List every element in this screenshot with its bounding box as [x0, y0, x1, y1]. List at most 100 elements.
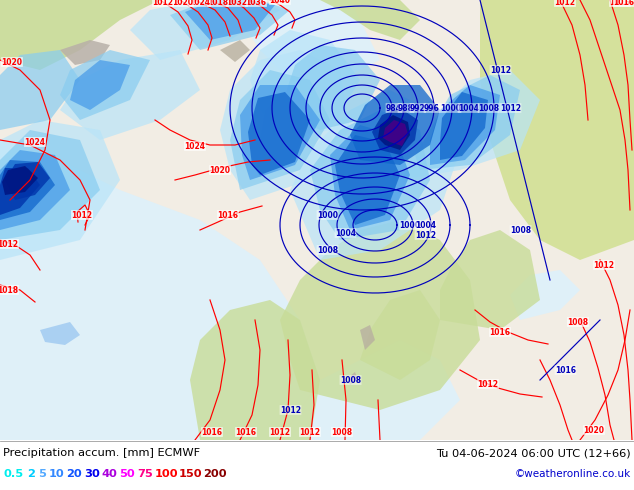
Polygon shape	[415, 75, 520, 170]
Polygon shape	[348, 372, 358, 385]
Polygon shape	[280, 220, 480, 410]
Text: ©weatheronline.co.uk: ©weatheronline.co.uk	[515, 469, 631, 479]
Text: 1000: 1000	[317, 211, 338, 220]
Polygon shape	[440, 92, 488, 160]
Text: 150: 150	[179, 469, 203, 479]
Polygon shape	[372, 108, 418, 155]
Polygon shape	[2, 166, 38, 195]
Polygon shape	[430, 85, 500, 165]
Polygon shape	[360, 325, 375, 350]
Text: 1016: 1016	[489, 327, 510, 337]
Text: 1008: 1008	[478, 103, 499, 113]
Text: 1004: 1004	[458, 103, 479, 113]
Text: 1024: 1024	[184, 142, 205, 150]
Polygon shape	[0, 50, 80, 130]
Text: 1016: 1016	[235, 427, 257, 437]
Polygon shape	[0, 140, 320, 440]
Polygon shape	[240, 85, 320, 180]
Text: 1008: 1008	[510, 225, 531, 235]
Text: 1018: 1018	[207, 0, 229, 6]
Text: 1036: 1036	[245, 0, 266, 6]
Text: 1020: 1020	[583, 425, 604, 435]
Text: 1012: 1012	[280, 406, 301, 415]
Text: 200: 200	[204, 469, 227, 479]
Text: Precipitation accum. [mm] ECMWF: Precipitation accum. [mm] ECMWF	[3, 448, 200, 458]
Text: 1012: 1012	[415, 230, 436, 240]
Polygon shape	[0, 160, 55, 220]
Polygon shape	[70, 60, 130, 110]
Polygon shape	[378, 115, 410, 150]
Text: 1012: 1012	[555, 0, 576, 6]
Polygon shape	[310, 110, 430, 240]
Text: 1020: 1020	[209, 166, 231, 174]
Text: 1040: 1040	[269, 0, 290, 4]
Text: 988: 988	[398, 103, 414, 113]
Polygon shape	[60, 40, 110, 65]
Text: 1024: 1024	[25, 138, 46, 147]
Text: 100: 100	[155, 469, 178, 479]
Text: 5: 5	[38, 469, 46, 479]
Text: 996: 996	[424, 103, 440, 113]
Text: 1008: 1008	[317, 245, 338, 254]
Text: 1004: 1004	[415, 220, 436, 229]
Polygon shape	[400, 70, 540, 180]
Polygon shape	[220, 40, 250, 62]
Text: 1012: 1012	[269, 427, 290, 437]
Text: 984: 984	[386, 103, 402, 113]
Text: 1020: 1020	[172, 0, 193, 6]
Polygon shape	[350, 85, 440, 165]
Polygon shape	[290, 90, 460, 260]
Polygon shape	[510, 270, 580, 320]
Polygon shape	[0, 168, 40, 215]
Text: 1032: 1032	[226, 0, 247, 6]
Text: 992: 992	[410, 103, 426, 113]
Polygon shape	[190, 300, 320, 440]
Polygon shape	[480, 0, 634, 260]
Text: 1004: 1004	[335, 228, 356, 238]
Polygon shape	[0, 0, 160, 70]
Polygon shape	[240, 0, 380, 100]
Text: 1012: 1012	[72, 211, 93, 220]
Text: 1016: 1016	[217, 211, 238, 220]
Polygon shape	[130, 0, 280, 60]
Polygon shape	[0, 120, 120, 260]
Polygon shape	[185, 0, 275, 40]
Text: 1012: 1012	[153, 0, 174, 6]
Text: 1000: 1000	[399, 220, 420, 229]
Text: 1012: 1012	[477, 379, 498, 389]
Text: 1020: 1020	[1, 57, 22, 67]
Polygon shape	[248, 92, 310, 175]
Text: 10: 10	[49, 469, 65, 479]
Text: 50: 50	[119, 469, 135, 479]
Text: 40: 40	[102, 469, 118, 479]
Text: 1012: 1012	[299, 427, 321, 437]
Polygon shape	[285, 45, 380, 130]
Text: 20: 20	[67, 469, 82, 479]
Text: 1012: 1012	[0, 240, 18, 248]
Text: 1016: 1016	[555, 366, 576, 374]
Text: 1008: 1008	[567, 318, 588, 326]
Polygon shape	[40, 322, 80, 345]
Polygon shape	[260, 90, 310, 160]
Text: 1012: 1012	[593, 261, 614, 270]
Polygon shape	[280, 340, 460, 440]
Polygon shape	[250, 30, 360, 140]
Polygon shape	[230, 70, 330, 190]
Text: 1024: 1024	[190, 0, 210, 6]
Text: 1008: 1008	[340, 375, 361, 385]
Text: 30: 30	[84, 469, 100, 479]
Text: 1018: 1018	[0, 286, 18, 294]
Polygon shape	[320, 0, 420, 40]
Text: Tu 04-06-2024 06:00 UTC (12+66): Tu 04-06-2024 06:00 UTC (12+66)	[436, 448, 631, 458]
Text: 0.5: 0.5	[3, 469, 23, 479]
Text: 75: 75	[137, 469, 153, 479]
Text: 1016: 1016	[614, 0, 634, 6]
Polygon shape	[360, 290, 440, 380]
Polygon shape	[440, 230, 540, 330]
Polygon shape	[5, 162, 50, 200]
Text: 1000: 1000	[440, 103, 461, 113]
Text: 2: 2	[27, 469, 36, 479]
Polygon shape	[330, 125, 410, 230]
Text: 1012: 1012	[490, 66, 511, 74]
Polygon shape	[0, 130, 100, 240]
